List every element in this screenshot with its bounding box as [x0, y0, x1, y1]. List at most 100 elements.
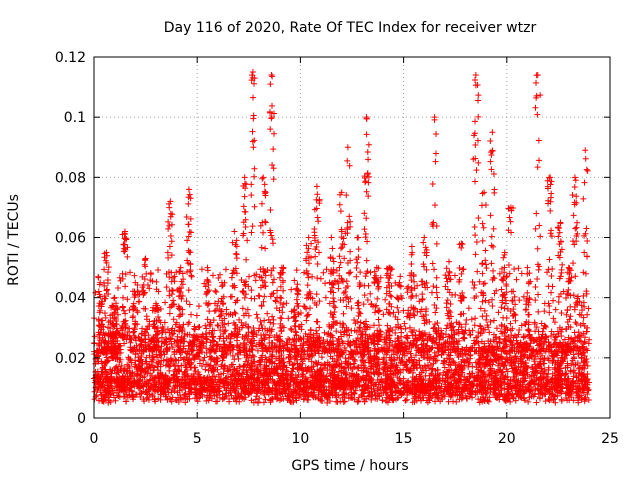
data-point	[498, 321, 505, 328]
data-point	[246, 364, 253, 371]
data-point	[406, 342, 413, 349]
data-point	[392, 396, 399, 403]
data-point	[136, 298, 143, 305]
data-point	[401, 320, 408, 327]
data-point	[145, 396, 152, 403]
data-point	[561, 336, 568, 343]
data-point	[274, 287, 281, 294]
data-point	[493, 325, 500, 332]
data-point	[191, 364, 198, 371]
data-point	[322, 294, 329, 301]
data-point	[110, 394, 117, 401]
data-point	[570, 367, 577, 374]
data-point	[153, 278, 160, 285]
data-point	[551, 319, 558, 326]
data-point	[201, 280, 208, 287]
data-point	[397, 273, 404, 280]
data-point	[558, 397, 565, 404]
data-point	[320, 269, 327, 276]
data-point	[472, 315, 479, 322]
data-point	[272, 298, 279, 305]
data-point	[115, 393, 122, 400]
data-point	[380, 356, 387, 363]
data-point	[351, 390, 358, 397]
data-point	[367, 269, 374, 276]
data-point	[544, 269, 551, 276]
data-point	[188, 311, 195, 318]
data-point	[446, 333, 453, 340]
data-point	[580, 269, 587, 276]
data-point	[506, 360, 513, 367]
data-point	[433, 274, 440, 281]
data-point	[264, 310, 271, 317]
data-point	[253, 311, 260, 318]
data-point	[283, 300, 290, 307]
data-point	[354, 398, 361, 405]
data-point	[404, 335, 411, 342]
data-point	[129, 393, 136, 400]
data-point	[186, 301, 193, 308]
data-point	[179, 386, 186, 393]
data-point	[474, 268, 481, 275]
data-point	[126, 325, 133, 332]
data-point	[468, 316, 475, 323]
data-point	[262, 396, 269, 403]
data-point	[342, 347, 349, 354]
chart-title: Day 116 of 2020, Rate Of TEC Index for r…	[164, 20, 537, 36]
data-point	[533, 399, 540, 406]
data-point	[355, 305, 362, 312]
data-point	[361, 398, 368, 405]
data-point	[490, 317, 497, 324]
data-point	[198, 266, 205, 273]
data-point	[287, 325, 294, 332]
data-point	[236, 363, 243, 370]
data-point	[462, 321, 469, 328]
data-point	[434, 294, 441, 301]
data-point	[171, 362, 178, 369]
data-point	[166, 367, 173, 374]
data-point	[193, 312, 200, 319]
data-point	[201, 354, 208, 361]
data-point	[461, 335, 468, 342]
data-point	[213, 288, 220, 295]
data-point	[495, 362, 502, 369]
data-point	[541, 308, 548, 315]
data-point	[202, 322, 209, 329]
data-point	[532, 283, 539, 290]
data-point	[261, 317, 268, 324]
data-point	[461, 359, 468, 366]
data-point	[451, 272, 458, 279]
data-point	[260, 399, 267, 406]
data-point	[498, 304, 505, 311]
data-point	[242, 394, 249, 401]
data-point	[93, 392, 100, 399]
data-point	[520, 334, 527, 341]
data-point	[348, 305, 355, 312]
data-point	[360, 301, 367, 308]
data-point	[501, 379, 508, 386]
data-point	[495, 309, 502, 316]
data-point	[555, 298, 562, 305]
data-point	[415, 392, 422, 399]
data-point	[232, 310, 239, 317]
data-point	[516, 297, 523, 304]
data-points	[91, 69, 593, 406]
data-point	[231, 356, 238, 363]
data-point	[498, 286, 505, 293]
data-point	[501, 305, 508, 312]
data-point	[334, 399, 341, 406]
data-point	[202, 366, 209, 373]
data-point	[355, 398, 362, 405]
data-point	[469, 327, 476, 334]
data-point	[217, 327, 224, 334]
data-point	[254, 314, 261, 321]
data-point	[214, 398, 221, 405]
data-point	[333, 328, 340, 335]
data-point	[465, 363, 472, 370]
data-point	[513, 276, 520, 283]
data-point	[452, 291, 459, 298]
data-point	[200, 357, 207, 364]
data-point	[116, 274, 123, 281]
data-point	[246, 273, 253, 280]
data-point	[245, 324, 252, 331]
